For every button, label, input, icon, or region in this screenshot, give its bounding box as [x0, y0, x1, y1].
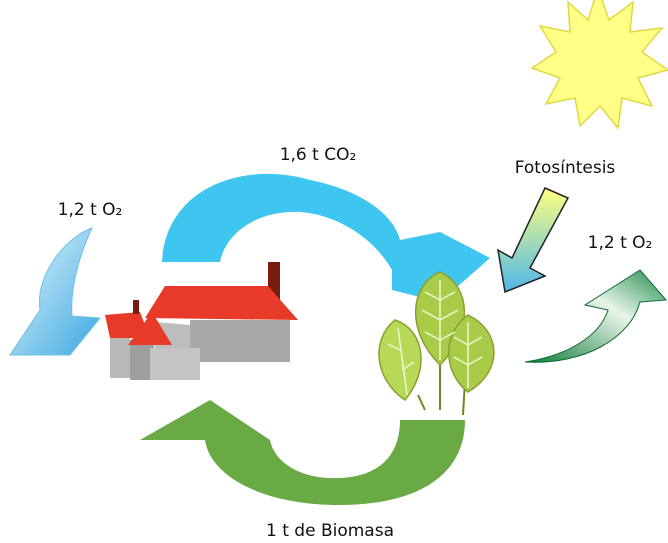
leaves — [379, 272, 494, 415]
o2-right-arrow — [525, 270, 666, 362]
sun — [532, 0, 668, 128]
house — [105, 262, 298, 380]
o2-left-label: 1,2 t O₂ — [58, 200, 123, 220]
diagram: 1,6 t CO₂ 1,2 t O₂ Fotosíntesis 1,2 t O₂… — [0, 0, 668, 543]
o2-left-arrow — [10, 228, 100, 355]
biomass-label: 1 t de Biomasa — [266, 521, 394, 541]
co2-label: 1,6 t CO₂ — [280, 145, 357, 165]
photosynthesis-label: Fotosíntesis — [515, 158, 616, 178]
o2-right-label: 1,2 t O₂ — [588, 233, 653, 253]
biomass-arrow — [140, 400, 465, 505]
photosynthesis-arrow — [498, 188, 568, 292]
